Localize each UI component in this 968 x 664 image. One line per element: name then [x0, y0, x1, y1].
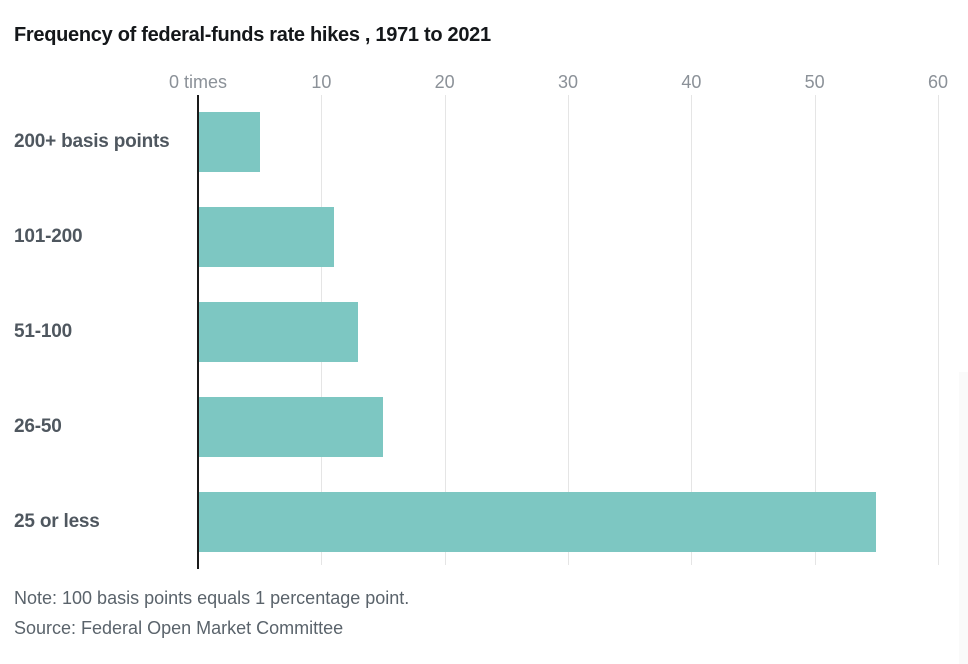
gridline — [444, 95, 446, 565]
bar — [198, 301, 359, 362]
x-tick-label: 10 — [311, 72, 332, 92]
bar-rows: 200+ basis points 101-200 51-100 26-50 25 or… — [0, 95, 938, 569]
bar — [198, 112, 260, 173]
category-label: 26-50 — [14, 415, 62, 437]
gridline — [691, 95, 693, 565]
x-tick-label: 50 — [804, 72, 825, 92]
bar — [198, 207, 334, 268]
bar-row: 200+ basis points — [0, 95, 938, 190]
right-edge-strip — [959, 372, 968, 664]
x-tick-label: 40 — [681, 72, 702, 92]
x-axis: 0 times 10 20 30 40 50 60 — [169, 72, 948, 94]
chart-source: Source: Federal Open Market Committee — [14, 618, 344, 638]
chart-title: Frequency of federal-funds rate hikes , … — [14, 24, 491, 46]
category-label: 200+ basis points — [14, 131, 170, 153]
bar-row: 101-200 — [0, 190, 938, 285]
gridline — [568, 95, 569, 565]
category-label: 25 or less — [14, 510, 100, 532]
x-tick-label: 60 — [927, 72, 949, 92]
y-axis-line — [197, 95, 199, 569]
x-tick-label: 20 — [434, 72, 455, 92]
bar — [198, 396, 383, 457]
bar-row: 26-50 — [0, 379, 938, 474]
footnotes: Note: 100 basis points equals 1 percenta… — [14, 583, 409, 643]
bar — [198, 491, 877, 552]
bar-track — [198, 112, 938, 173]
gridline — [938, 95, 939, 565]
category-label: 101-200 — [14, 226, 83, 248]
bar-row: 51-100 — [0, 285, 938, 380]
chart-note: Note: 100 basis points equals 1 percenta… — [14, 588, 410, 608]
bar-track — [198, 301, 938, 362]
bar-track — [198, 207, 938, 268]
gridline — [814, 95, 816, 565]
bar-row: 25 or less — [0, 474, 938, 569]
x-tick-label: 0 times — [168, 72, 228, 92]
x-tick-label: 30 — [557, 72, 579, 92]
category-label: 51-100 — [14, 320, 72, 342]
bar-track — [198, 491, 938, 552]
bar-track — [198, 396, 938, 457]
